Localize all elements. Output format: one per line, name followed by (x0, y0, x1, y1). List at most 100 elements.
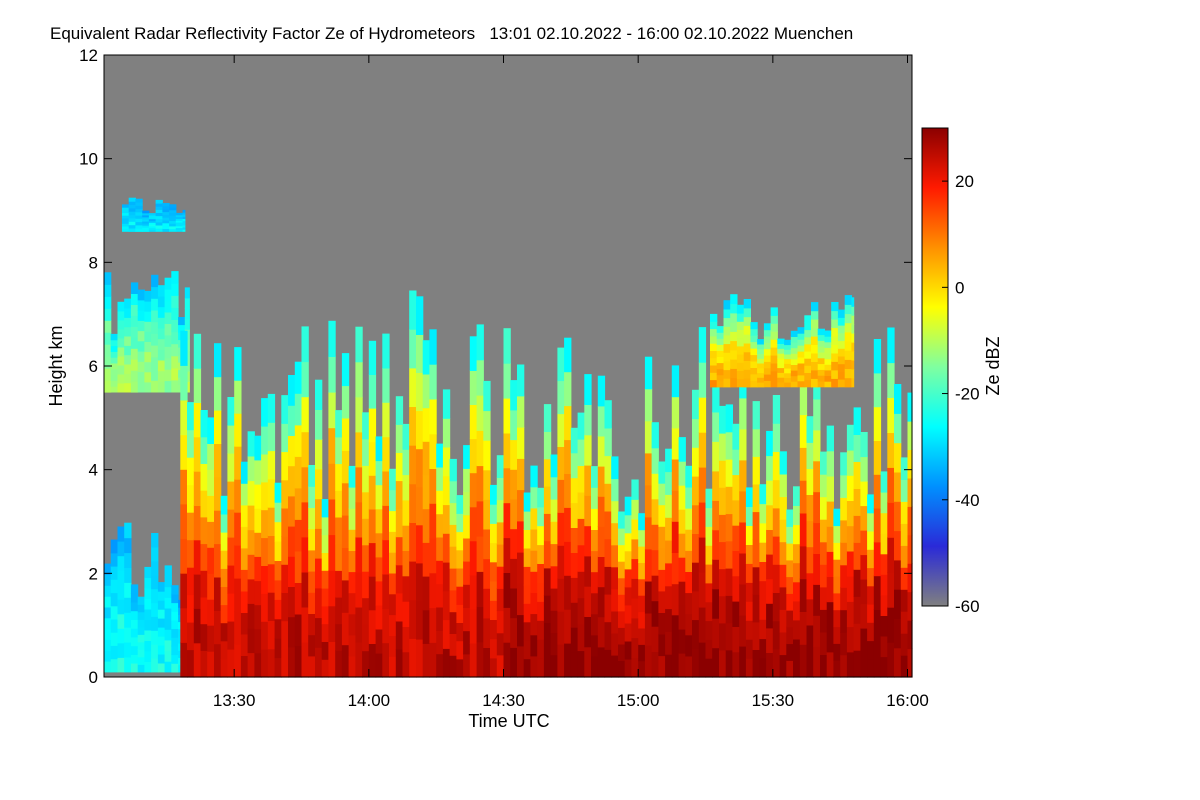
echo-cell (719, 595, 727, 624)
echo-cell (591, 613, 599, 636)
echo-cell (142, 214, 150, 218)
echo-cell (187, 457, 195, 486)
echo-cell (148, 215, 157, 218)
echo-cell (240, 547, 249, 570)
echo-cell (604, 593, 612, 623)
echo-cell (732, 575, 740, 602)
echo-cell (557, 644, 565, 678)
echo-cell (820, 519, 828, 543)
echo-cell (698, 397, 707, 433)
echo-cell (164, 597, 172, 609)
echo-cell (550, 654, 558, 678)
echo-cell (402, 651, 410, 678)
echo-cell (442, 418, 451, 448)
echo-cell (658, 461, 666, 484)
echo-cell (171, 343, 179, 357)
echo-cell (182, 212, 186, 215)
echo-cell (335, 623, 343, 651)
echo-cell (341, 353, 350, 387)
echo-cell (308, 634, 316, 657)
echo-cell (375, 532, 383, 558)
echo-cell (301, 536, 309, 573)
echo-cell (254, 459, 262, 485)
echo-cell (180, 400, 188, 436)
echo-cell (483, 588, 491, 619)
echo-cell (844, 313, 852, 324)
echo-cell (368, 441, 377, 476)
echo-cell (148, 222, 157, 225)
echo-cell (831, 344, 839, 354)
echo-cell (151, 286, 159, 299)
echo-cell (151, 560, 159, 576)
echo-cell (449, 546, 457, 569)
echo-cell (907, 449, 913, 479)
echo-cell (779, 473, 787, 498)
echo-cell (288, 526, 296, 557)
echo-cell (288, 616, 296, 648)
echo-cell (723, 369, 731, 379)
echo-cell (797, 374, 805, 382)
echo-cell (631, 558, 639, 579)
echo-cell (813, 584, 821, 616)
echo-cell (631, 519, 639, 540)
echo-cell (503, 537, 511, 573)
echo-cell (267, 592, 276, 621)
echo-cell (779, 519, 787, 543)
echo-cell (723, 360, 731, 371)
echo-cell (777, 348, 785, 354)
echo-cell (490, 657, 498, 678)
echo-cell (692, 619, 700, 649)
echo-cell (624, 659, 632, 678)
echo-cell (449, 655, 457, 678)
echo-cell (368, 542, 377, 577)
echo-cell (692, 562, 700, 592)
echo-cell (757, 362, 765, 369)
echo-cell (104, 563, 112, 575)
echo-cell (784, 377, 792, 383)
echo-cell (611, 522, 619, 546)
echo-cell (409, 406, 417, 446)
echo-cell (584, 555, 592, 587)
echo-cell (804, 329, 812, 338)
echo-cell (907, 648, 913, 678)
echo-cell (860, 432, 868, 458)
echo-cell (786, 526, 794, 544)
echo-cell (779, 541, 787, 565)
echo-cell (736, 370, 745, 380)
echo-cell (187, 402, 195, 431)
echo-cell (880, 615, 888, 637)
echo-cell (267, 450, 276, 480)
echo-cell (844, 304, 852, 315)
echo-cell (517, 364, 525, 397)
echo-cell (806, 494, 814, 522)
echo-cell (880, 574, 888, 596)
echo-cell (846, 601, 855, 628)
echo-cell (757, 358, 765, 364)
echo-cell (725, 431, 733, 460)
echo-cell (651, 626, 659, 653)
x-tick-label: 16:00 (886, 691, 929, 710)
echo-cell (824, 375, 832, 382)
echo-cell (777, 357, 785, 364)
echo-cell (476, 536, 484, 572)
echo-cell (422, 474, 430, 510)
echo-cell (130, 610, 139, 620)
echo-cell (887, 467, 895, 503)
echo-cell (846, 626, 855, 653)
echo-cell (543, 567, 552, 596)
echo-cell (254, 435, 262, 461)
echo-cell (429, 329, 437, 365)
echo-cell (442, 648, 451, 678)
echo-cell (570, 452, 579, 479)
echo-cell (144, 331, 152, 342)
echo-cell (900, 567, 909, 590)
echo-cell (375, 508, 383, 534)
echo-cell (837, 309, 846, 318)
echo-cell (128, 224, 136, 229)
echo-cell (171, 654, 179, 664)
echo-cell (104, 308, 112, 321)
echo-cell (315, 617, 323, 648)
echo-cell (786, 610, 794, 628)
echo-cell (137, 330, 145, 342)
echo-cell (157, 653, 166, 664)
